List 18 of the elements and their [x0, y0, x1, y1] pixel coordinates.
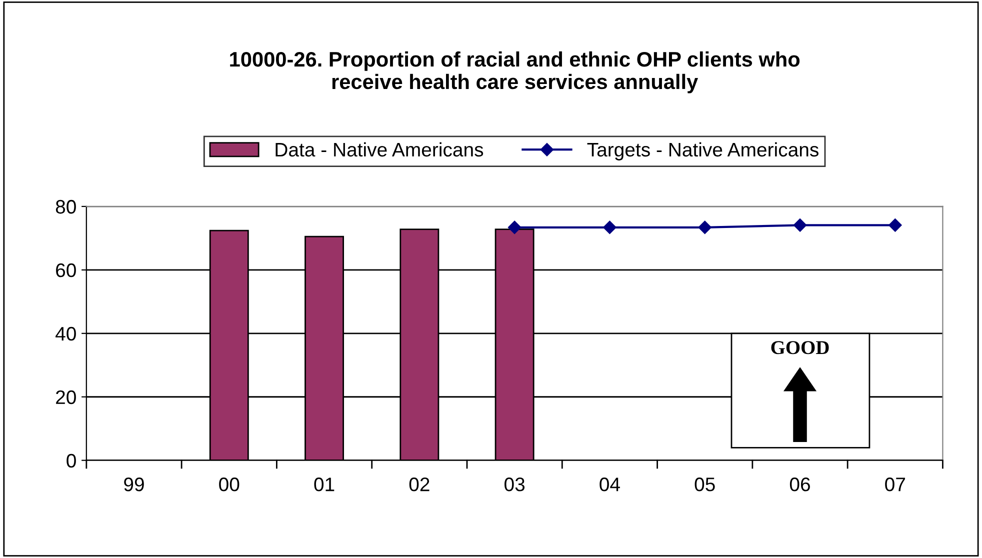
y-tick-label: 40 [56, 326, 76, 341]
x-tick-label: 01 [314, 478, 334, 492]
x-tick-label: 00 [219, 478, 240, 492]
y-tick-label: 60 [56, 263, 76, 278]
y-tick-label: 80 [56, 200, 76, 214]
chart-title: 10000-26. Proportion of racial and ethnic OHP clients who receive health care services annually [230, 51, 800, 94]
x-tick-label: 04 [600, 478, 620, 492]
annotation: GOOD [771, 341, 829, 354]
legend-label: Targets - Native Americans [587, 142, 818, 160]
y-tick-label: 20 [56, 390, 76, 404]
legend-label: Data - Native Americans [276, 142, 484, 157]
x-tick-label: 03 [504, 478, 525, 492]
x-tick-label: 02 [409, 478, 430, 492]
x-tick-label: 05 [694, 478, 715, 492]
x-tick-label: 99 [124, 478, 144, 492]
x-tick-label: 07 [885, 478, 905, 492]
x-tick-label: 06 [790, 478, 810, 492]
y-tick-label: 0 [66, 454, 76, 468]
